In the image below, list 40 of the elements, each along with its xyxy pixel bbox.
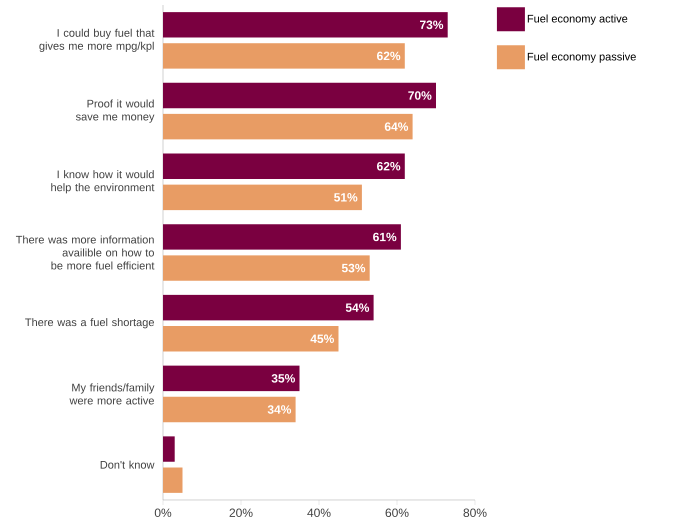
bar (163, 366, 300, 392)
data-label: 62% (377, 52, 400, 60)
y-tick-label: Don't know (100, 460, 154, 469)
data-label: 53% (342, 264, 366, 272)
x-tick-label: 80% (464, 508, 487, 518)
data-label: 45% (310, 334, 334, 343)
data-label: 61% (373, 232, 396, 242)
bar (163, 255, 370, 281)
data-label: 54% (346, 303, 370, 312)
y-tick-label: There was more information availible on how to be more fuel efficient (16, 235, 154, 270)
data-label: 62% (377, 162, 400, 170)
x-tick-label: 40% (307, 508, 331, 518)
bar (163, 154, 405, 179)
data-label: 35% (272, 374, 295, 383)
y-tick-label: There was a fuel shortage (25, 318, 154, 328)
y-tick-label: I know how it would help the environment (51, 170, 154, 194)
x-tick-label: 60% (386, 508, 409, 518)
bar (163, 82, 436, 108)
bar (163, 12, 448, 38)
bar (163, 467, 183, 493)
y-tick-label: I could buy fuel that gives me more mpg/kpl (39, 28, 154, 52)
x-tick-label: 20% (230, 508, 253, 518)
data-label: 64% (384, 122, 408, 131)
data-label: 51% (334, 193, 358, 202)
bar (163, 396, 296, 422)
x-tick-label: 0% (154, 508, 172, 518)
bar (163, 184, 362, 210)
bar (163, 224, 401, 250)
legend-label: Fuel economy passive (528, 52, 636, 63)
bar (163, 43, 405, 69)
bar (163, 326, 339, 352)
y-tick-label: Proof it would save me money (76, 99, 154, 123)
bar (163, 436, 175, 462)
data-label: 70% (408, 91, 432, 100)
data-label: 34% (268, 405, 292, 414)
legend-label: Fuel economy active (528, 14, 628, 25)
y-tick-label: My friends/family were more active (69, 383, 154, 404)
data-label: 73% (420, 20, 444, 30)
bar (163, 294, 374, 320)
bar (163, 114, 413, 140)
